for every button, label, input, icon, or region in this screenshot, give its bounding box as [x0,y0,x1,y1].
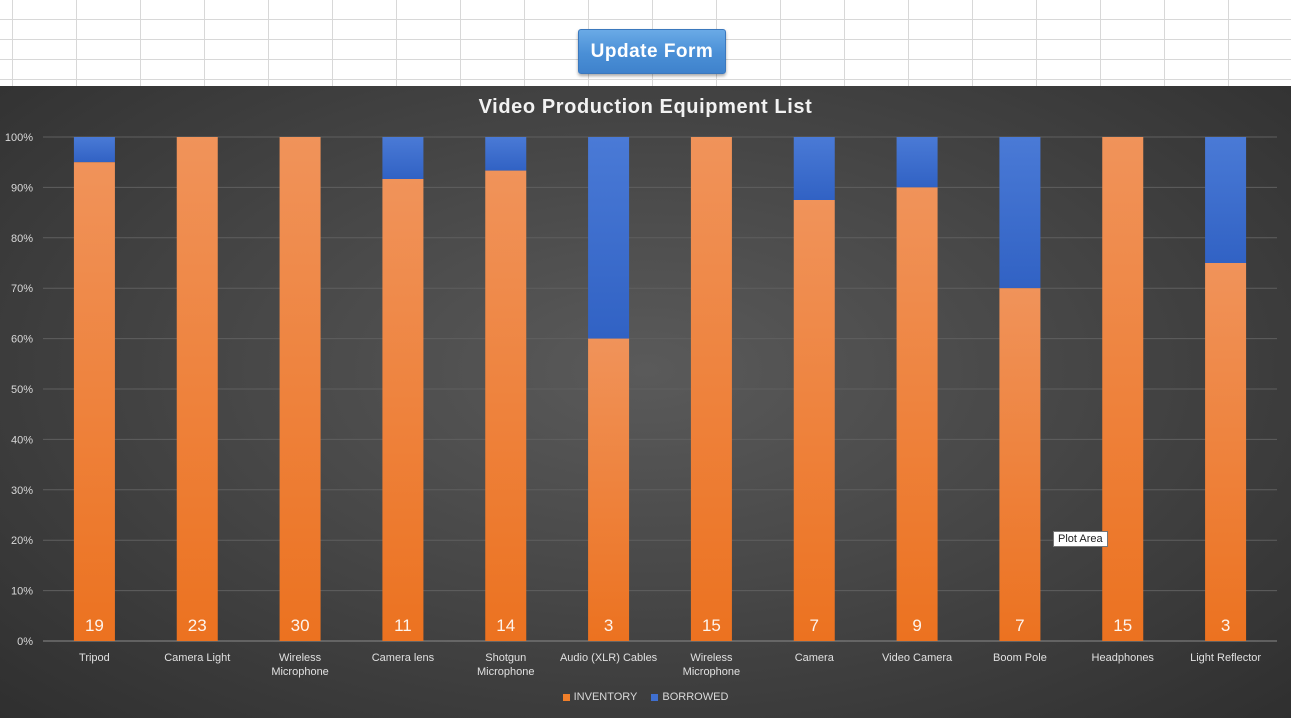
y-tick-label: 50% [11,384,33,396]
x-category-label: Shotgun [485,652,526,664]
legend-item-borrowed: BORROWED [651,691,728,703]
data-label-inventory: 14 [496,616,515,635]
legend-item-inventory: INVENTORY [562,691,638,703]
x-category-label: Video Camera [882,652,953,664]
bar-inventory [485,170,527,641]
x-category-label: Wireless [690,652,733,664]
bar-inventory [176,137,218,641]
y-tick-label: 30% [11,485,33,497]
y-tick-label: 90% [11,182,33,194]
bar-inventory [1102,137,1144,641]
x-category-label: Camera Light [164,652,230,664]
update-form-button[interactable]: Update Form [578,29,726,74]
bar-borrowed [999,137,1041,289]
bar-borrowed [485,137,527,171]
x-category-label: Light Reflector [1190,652,1261,664]
bar-inventory [588,338,630,641]
x-category-label: Tripod [79,652,110,664]
data-label-inventory: 9 [912,616,921,635]
y-tick-label: 40% [11,434,33,446]
data-label-inventory: 19 [85,616,104,635]
bar-inventory [382,179,424,641]
bar-inventory [793,200,835,641]
bar-inventory [279,137,321,641]
y-tick-label: 20% [11,535,33,547]
y-tick-label: 60% [11,334,33,346]
bar-inventory [999,288,1041,641]
data-label-inventory: 15 [1113,616,1132,635]
x-category-label: Microphone [477,666,534,678]
bar-borrowed [588,137,630,339]
legend-swatch-borrowed [651,693,659,701]
bar-borrowed [73,137,115,163]
legend-label-inventory: INVENTORY [573,691,638,703]
data-label-inventory: 3 [604,616,613,635]
y-tick-label: 70% [11,283,33,295]
x-category-label: Camera [795,652,835,664]
x-category-label: Audio (XLR) Cables [560,652,658,664]
x-category-label: Boom Pole [993,652,1047,664]
chart-plot-svg[interactable]: 0% 10% 20% 30% 40% 50% 60% 70% 80% 90% 100% 19 Tripo… [0,86,1291,718]
x-category-label: Microphone [683,666,740,678]
bar-borrowed [382,137,424,179]
y-tick-label: 80% [11,233,33,245]
x-category-label: Headphones [1092,652,1155,664]
x-category-label: Microphone [271,666,328,678]
bar-inventory [73,162,115,641]
bar-borrowed [1205,137,1247,263]
data-label-inventory: 3 [1221,616,1230,635]
data-label-inventory: 11 [394,616,412,635]
chart-area[interactable]: Video Production Equipment List 0% 10% 20%… [0,86,1291,718]
legend-swatch-inventory [562,693,570,701]
y-tick-label: 100% [5,132,33,144]
data-label-inventory: 7 [810,616,819,635]
x-category-label: Wireless [279,652,322,664]
bar-inventory [1205,263,1247,641]
data-label-inventory: 7 [1015,616,1024,635]
data-label-inventory: 23 [188,616,207,635]
data-label-inventory: 15 [702,616,721,635]
plot-area-tooltip: Plot Area [1053,531,1108,547]
chart-title: Video Production Equipment List [478,96,813,118]
legend-label-borrowed: BORROWED [662,691,729,703]
bar-borrowed [793,137,835,200]
chart-legend: INVENTORY BORROWED [0,691,1291,703]
data-label-inventory: 30 [291,616,310,635]
x-category-label: Camera lens [372,652,435,664]
y-tick-label: 0% [17,636,33,648]
bar-inventory [690,137,732,641]
y-tick-label: 10% [11,586,33,598]
bar-borrowed [896,137,938,188]
bar-inventory [896,187,938,641]
